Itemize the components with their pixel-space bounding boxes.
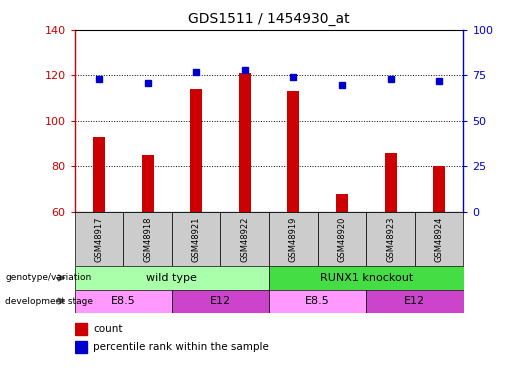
Bar [172,212,220,266]
Bar [366,212,415,266]
Text: count: count [93,324,123,334]
Text: GSM48923: GSM48923 [386,216,395,262]
Bar [172,290,269,313]
Text: wild type: wild type [146,273,197,283]
Text: E12: E12 [210,296,231,306]
Bar [75,341,88,353]
Bar [239,73,251,212]
Bar [269,266,464,290]
Text: GSM48920: GSM48920 [337,216,347,262]
Bar [366,290,464,313]
Bar [142,155,153,212]
Text: GSM48921: GSM48921 [192,216,201,262]
Text: E12: E12 [404,296,425,306]
Text: percentile rank within the sample: percentile rank within the sample [93,342,269,352]
Text: GSM48924: GSM48924 [435,216,444,262]
Text: GSM48922: GSM48922 [241,216,249,262]
Text: GSM48919: GSM48919 [289,216,298,262]
Text: E8.5: E8.5 [111,296,135,306]
Bar [123,212,172,266]
Text: E8.5: E8.5 [305,296,330,306]
Bar [220,212,269,266]
Bar [269,212,318,266]
Text: GSM48918: GSM48918 [143,216,152,262]
Bar [75,323,88,335]
Bar [415,212,464,266]
Bar [75,266,269,290]
Text: GSM48917: GSM48917 [94,216,104,262]
Bar [318,212,366,266]
Title: GDS1511 / 1454930_at: GDS1511 / 1454930_at [188,12,350,26]
Text: development stage: development stage [5,297,93,306]
Bar [385,153,397,212]
Bar [433,166,445,212]
Bar [75,212,123,266]
Bar [269,290,366,313]
Bar [287,92,299,212]
Bar [190,89,202,212]
Text: genotype/variation: genotype/variation [5,273,91,282]
Bar [75,290,172,313]
Bar [93,137,105,212]
Text: RUNX1 knockout: RUNX1 knockout [320,273,413,283]
Bar [336,194,348,212]
